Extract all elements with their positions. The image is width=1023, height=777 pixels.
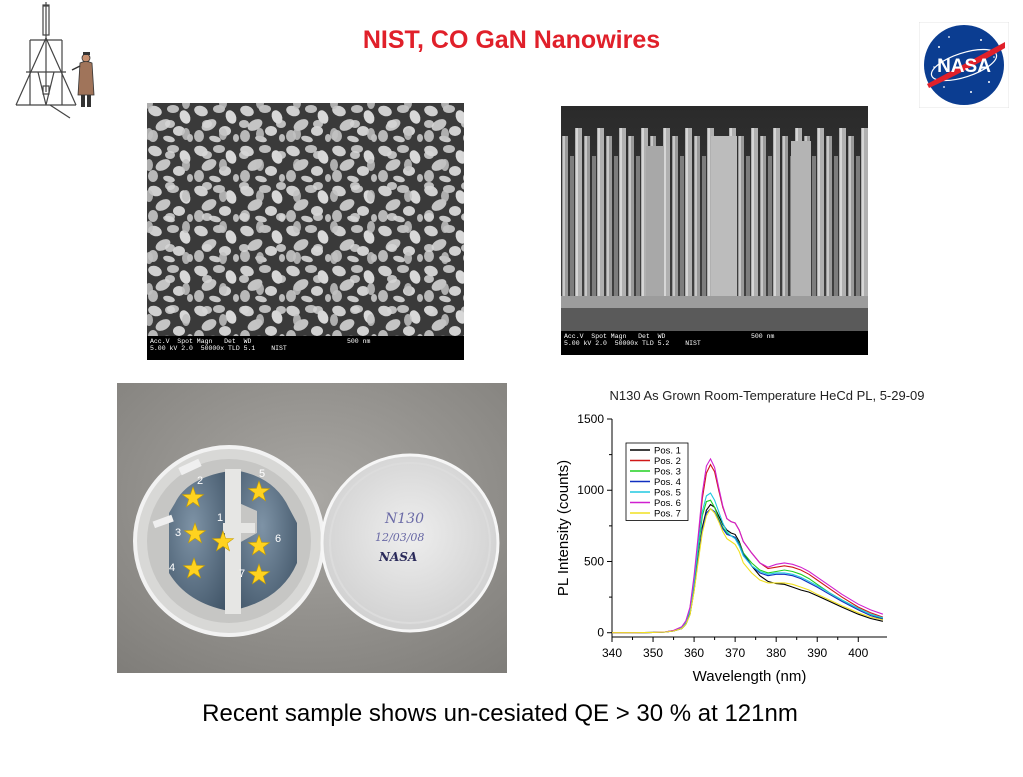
x-tick-label: 360 [684, 646, 704, 660]
sem-info-line2: 5.00 kV 2.0 50000x TLD 5.2 [564, 340, 670, 347]
star-pos-5 [247, 480, 271, 502]
sem-info-lab: NIST [685, 340, 701, 347]
star-pos-1 [211, 530, 235, 552]
star-pos-7 [247, 563, 271, 585]
sample-photo-drawing: 1 2 3 4 5 6 7 N130 12/03/08 NASA [117, 383, 507, 673]
chart-title: N130 As Grown Room-Temperature HeCd PL, … [609, 388, 925, 403]
y-tick-label: 1000 [577, 483, 604, 497]
y-axis-label: PL Intensity (counts) [555, 460, 572, 596]
legend-label-pos-7: Pos. 7 [654, 509, 681, 520]
star-pos-6 [247, 534, 271, 556]
nanowire-cross-section-texture [561, 106, 868, 331]
star-pos-3 [183, 522, 207, 544]
legend-label-pos-2: Pos. 2 [654, 456, 681, 467]
slide-caption: Recent sample shows un-cesiated QE > 30 … [202, 700, 798, 727]
sem-info-bar: Acc.V Spot Magn Det WD 500 nm 5.00 kV 2.… [147, 336, 464, 360]
sem-image-cross-section: Acc.V Spot Magn Det WD 500 nm 5.00 kV 2.… [561, 106, 868, 355]
dish-label-line3: NASA [378, 550, 417, 564]
star-pos-2 [181, 486, 205, 508]
legend-label-pos-6: Pos. 6 [654, 498, 681, 509]
sem-info-line1: Acc.V Spot Magn Det WD [564, 333, 666, 340]
pos-label-3: 3 [175, 527, 181, 539]
pl-spectrum-chart: 340 350 360 370 380 390 400 0 500 1000 1500 Wavelen… [555, 412, 887, 685]
x-tick-label: 380 [766, 646, 786, 660]
star-pos-4 [182, 557, 206, 579]
nasa-meatball-logo: NASA [919, 22, 1009, 108]
sem-info-line2: 5.00 kV 2.0 50000x TLD 5.1 [150, 345, 256, 352]
dish-label-line2: 12/03/08 [375, 531, 424, 544]
series-line-pos-4 [612, 508, 884, 634]
pos-label-5: 5 [259, 468, 265, 480]
sem-scale-label: 500 nm [347, 338, 371, 345]
pos-label-7: 7 [239, 568, 245, 580]
x-tick-label: 400 [848, 646, 868, 660]
sem-info-bar: Acc.V Spot Magn Det WD 500 nm 5.00 kV 2.… [561, 331, 868, 355]
x-axis-label: Wavelength (nm) [693, 668, 807, 685]
pos-label-2: 2 [197, 475, 203, 487]
goddard-rocket-icon [15, 2, 95, 119]
svg-text:NASA: NASA [937, 56, 991, 77]
x-tick-label: 390 [807, 646, 827, 660]
slide-title: NIST, CO GaN Nanowires [362, 26, 661, 54]
sample-photo: 1 2 3 4 5 6 7 N130 12/03/08 NASA [117, 383, 507, 673]
y-tick-label: 0 [597, 626, 604, 640]
legend-label-pos-3: Pos. 3 [654, 467, 681, 478]
sem-info-line1: Acc.V Spot Magn Det WD [150, 338, 252, 345]
x-tick-label: 370 [725, 646, 745, 660]
y-tick-label: 500 [584, 554, 604, 568]
legend-label-pos-5: Pos. 5 [654, 488, 681, 499]
x-tick-label: 340 [602, 646, 622, 660]
x-tick-label: 350 [643, 646, 663, 660]
nanowire-top-view-texture [147, 103, 464, 336]
sem-image-top-view: Acc.V Spot Magn Det WD 500 nm 5.00 kV 2.… [147, 103, 464, 360]
sem-scale-label: 500 nm [751, 333, 775, 340]
pos-label-1: 1 [217, 512, 223, 524]
legend-label-pos-4: Pos. 4 [654, 477, 681, 488]
series-line-pos-6 [612, 457, 884, 634]
dish-label-line1: N130 [384, 511, 424, 527]
pos-label-6: 6 [275, 533, 281, 545]
series-line-pos-7 [612, 507, 884, 634]
y-tick-label: 1500 [577, 412, 604, 426]
legend-label-pos-1: Pos. 1 [654, 446, 681, 457]
pos-label-4: 4 [169, 562, 175, 574]
sem-info-lab: NIST [271, 345, 287, 352]
